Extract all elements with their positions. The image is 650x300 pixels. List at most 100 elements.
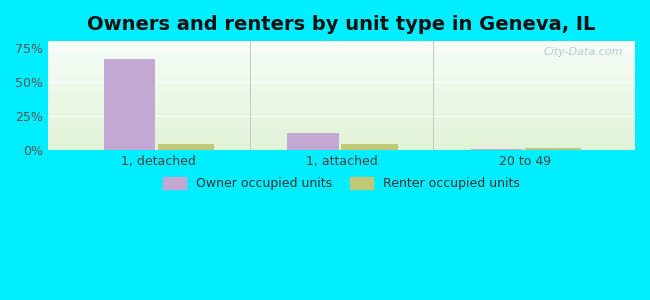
- Bar: [48, 146, 635, 147]
- Bar: [48, 129, 635, 130]
- Bar: [48, 109, 635, 110]
- Title: Owners and renters by unit type in Geneva, IL: Owners and renters by unit type in Genev…: [87, 15, 595, 34]
- Bar: [48, 132, 635, 133]
- Bar: [48, 149, 635, 150]
- Bar: [48, 137, 635, 138]
- Bar: [48, 52, 635, 53]
- Bar: [48, 44, 635, 45]
- Bar: [48, 73, 635, 74]
- Bar: [48, 57, 635, 58]
- Bar: [48, 140, 635, 141]
- Bar: [48, 133, 635, 134]
- Bar: [48, 74, 635, 75]
- Bar: [48, 115, 635, 116]
- Bar: [48, 118, 635, 119]
- Bar: [48, 111, 635, 112]
- Bar: [48, 103, 635, 104]
- Bar: [48, 58, 635, 59]
- Bar: [48, 136, 635, 137]
- Bar: [48, 91, 635, 92]
- Bar: [48, 131, 635, 132]
- Bar: [48, 102, 635, 103]
- Bar: [48, 127, 635, 128]
- Bar: [48, 148, 635, 149]
- Bar: [48, 76, 635, 77]
- Bar: [48, 143, 635, 144]
- Bar: [48, 100, 635, 101]
- Bar: [48, 126, 635, 127]
- Bar: [48, 67, 635, 68]
- Bar: [48, 142, 635, 143]
- Bar: [341, 143, 398, 150]
- Bar: [48, 60, 635, 61]
- Bar: [48, 83, 635, 84]
- Bar: [48, 135, 635, 136]
- Bar: [48, 92, 635, 93]
- Bar: [48, 114, 635, 115]
- Bar: [48, 118, 635, 119]
- Bar: [48, 104, 635, 105]
- Bar: [48, 59, 635, 60]
- Bar: [48, 89, 635, 90]
- Bar: [48, 95, 635, 96]
- Bar: [48, 121, 635, 122]
- Bar: [48, 62, 635, 63]
- Bar: [48, 139, 635, 140]
- Bar: [48, 119, 635, 120]
- Bar: [48, 63, 635, 64]
- Bar: [48, 71, 635, 72]
- Bar: [48, 47, 635, 48]
- Bar: [48, 84, 635, 85]
- Bar: [48, 106, 635, 107]
- Bar: [48, 72, 635, 73]
- Bar: [471, 149, 523, 150]
- Bar: [48, 105, 635, 106]
- Bar: [48, 53, 635, 54]
- Bar: [48, 134, 635, 135]
- Bar: [48, 112, 635, 113]
- Bar: [48, 110, 635, 111]
- Bar: [48, 116, 635, 117]
- Bar: [48, 61, 635, 62]
- Bar: [48, 147, 635, 148]
- Bar: [48, 56, 635, 57]
- Bar: [48, 130, 635, 131]
- Bar: [287, 133, 339, 150]
- Bar: [48, 48, 635, 49]
- Bar: [48, 46, 635, 47]
- Bar: [48, 107, 635, 108]
- Bar: [48, 138, 635, 139]
- Bar: [48, 80, 635, 81]
- Bar: [48, 125, 635, 126]
- Bar: [48, 108, 635, 109]
- Bar: [48, 81, 635, 82]
- Bar: [48, 88, 635, 89]
- Bar: [48, 77, 635, 78]
- Bar: [48, 94, 635, 95]
- Bar: [48, 41, 635, 42]
- Legend: Owner occupied units, Renter occupied units: Owner occupied units, Renter occupied un…: [157, 171, 526, 196]
- Bar: [48, 117, 635, 118]
- Bar: [48, 86, 635, 87]
- Bar: [48, 96, 635, 97]
- Bar: [48, 43, 635, 44]
- Bar: [48, 75, 635, 76]
- Bar: [48, 54, 635, 55]
- Bar: [48, 98, 635, 99]
- Bar: [48, 68, 635, 69]
- Bar: [48, 69, 635, 70]
- Bar: [48, 78, 635, 80]
- Bar: [48, 93, 635, 94]
- Bar: [48, 120, 635, 121]
- Bar: [48, 101, 635, 102]
- Bar: [48, 85, 635, 86]
- Bar: [48, 113, 635, 114]
- Bar: [48, 65, 635, 66]
- Bar: [48, 123, 635, 124]
- Bar: [48, 97, 635, 98]
- Bar: [48, 99, 635, 100]
- Bar: [48, 145, 635, 146]
- Text: City-Data.com: City-Data.com: [544, 46, 623, 57]
- Bar: [48, 64, 635, 65]
- Bar: [48, 55, 635, 56]
